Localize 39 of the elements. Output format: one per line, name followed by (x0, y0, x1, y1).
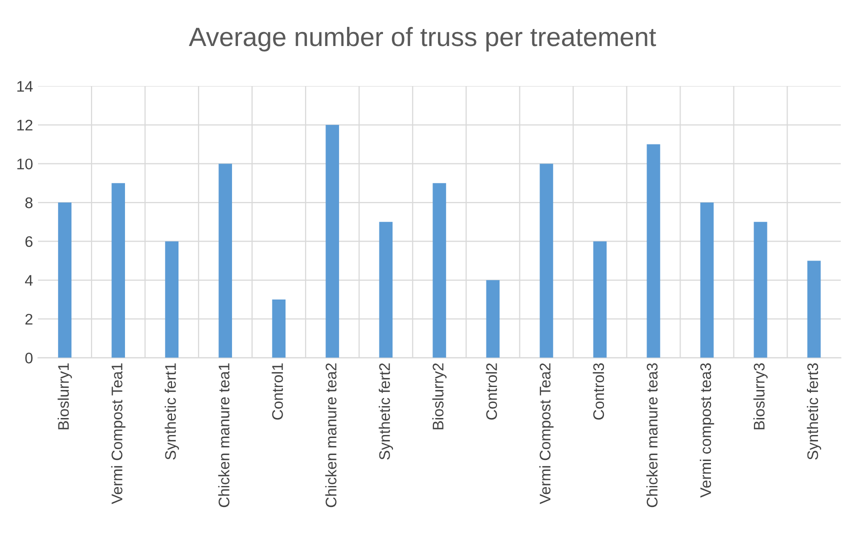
y-tick-label: 8 (25, 197, 32, 208)
bar (432, 183, 446, 358)
bar (700, 202, 714, 358)
bar (326, 124, 340, 358)
y-tick-label: 12 (17, 120, 32, 130)
x-tick-label: Vermi Compost Tea2 (539, 363, 554, 504)
x-tick-label: Bioslurry3 (753, 363, 768, 430)
x-tick-label: Chicken manure tea1 (218, 363, 230, 508)
x-tick-label: Synthetic fert3 (806, 363, 822, 460)
bar (112, 183, 125, 358)
x-tick-label: Chicken manure tea2 (325, 363, 336, 508)
x-tick-label: Control3 (592, 363, 604, 420)
x-tick-label: Vermi Compost Tea1 (111, 363, 126, 504)
bar (540, 164, 554, 358)
bar (165, 241, 179, 358)
x-tick-label: Control2 (486, 363, 498, 420)
y-tick-label: 10 (17, 158, 33, 170)
bar (58, 202, 72, 358)
x-tick-label: Synthetic fert2 (378, 363, 394, 460)
x-tick-label: Chicken manure tea3 (646, 363, 658, 508)
x-tick-label: Bioslurry1 (58, 363, 72, 430)
y-tick-label: 0 (25, 352, 33, 364)
bar (646, 144, 660, 358)
x-tick-label: Control1 (272, 363, 283, 420)
bar (379, 222, 393, 358)
bar (486, 280, 500, 358)
bar (272, 300, 286, 358)
y-tick-label: 2 (25, 314, 32, 324)
y-tick-label: 14 (17, 81, 33, 92)
bar (807, 260, 821, 358)
bar (218, 164, 232, 358)
x-tick-label: Synthetic fert1 (164, 363, 179, 460)
bar (754, 222, 768, 358)
chart-title: Average number of truss per treatement (188, 26, 656, 52)
x-tick-label: Vermi compost tea3 (700, 363, 714, 498)
bar (593, 241, 607, 358)
y-tick-label: 4 (25, 275, 33, 286)
y-tick-label: 6 (25, 236, 32, 248)
x-tick-label: Bioslurry2 (432, 363, 447, 430)
